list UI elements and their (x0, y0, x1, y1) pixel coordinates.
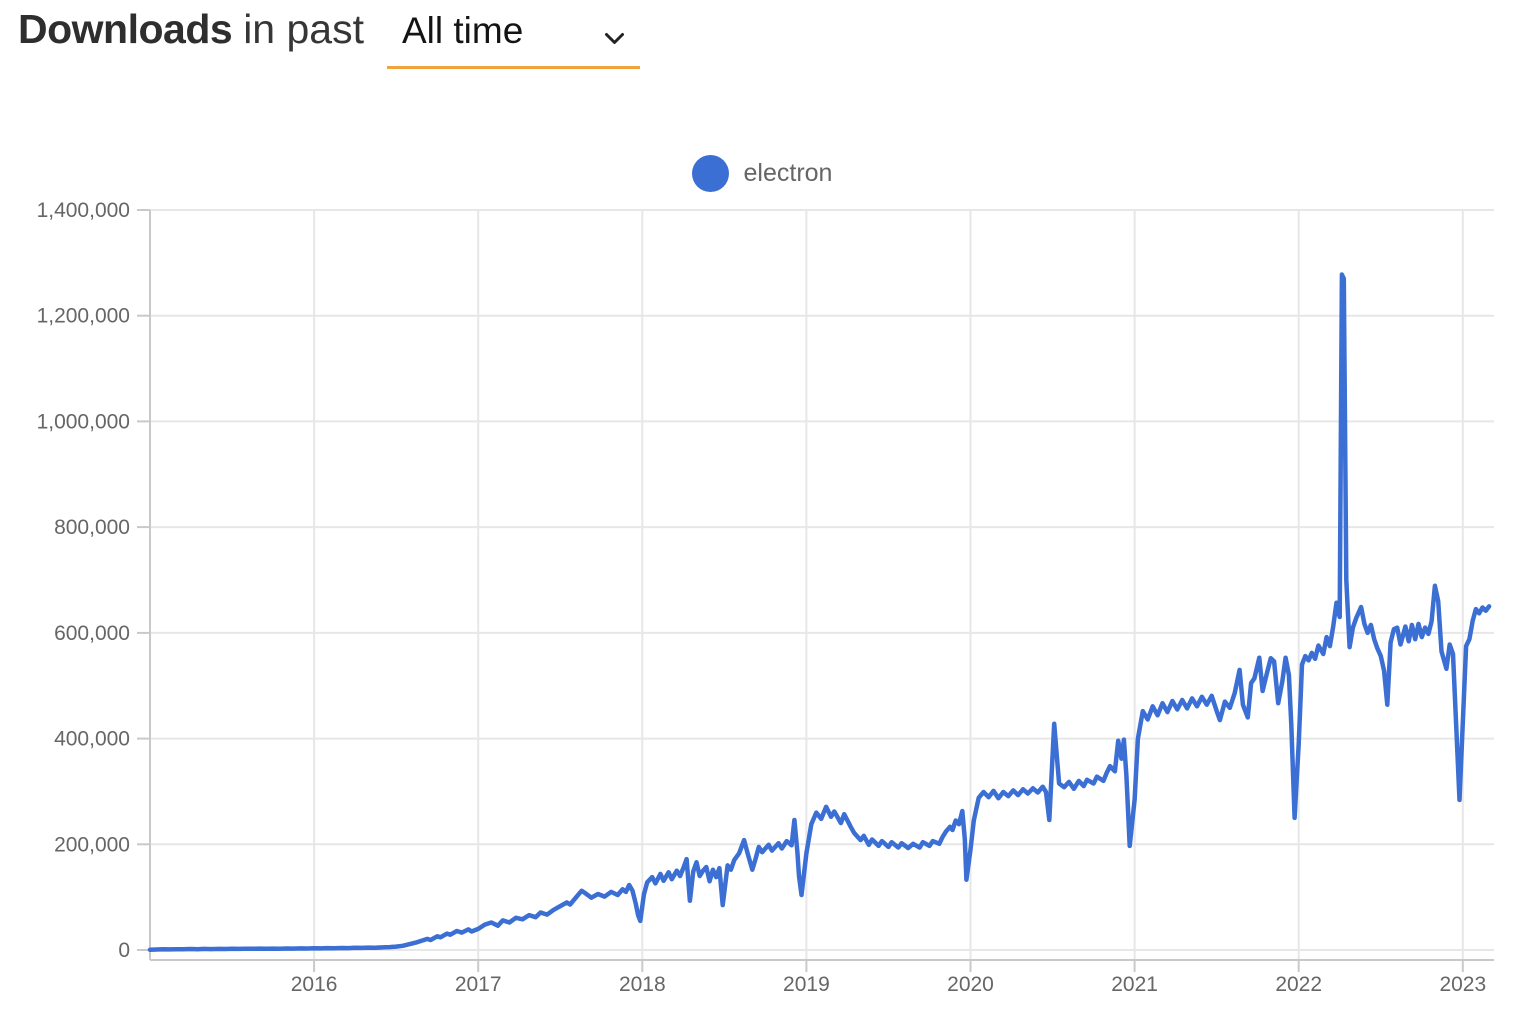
page-header: Downloads in past All time (18, 6, 640, 69)
x-axis-labels: 2016 2017 2018 2019 2020 2021 2022 2023 (291, 973, 1486, 996)
svg-text:2019: 2019 (783, 973, 830, 996)
legend-label: electron (743, 159, 833, 187)
svg-text:800,000: 800,000 (54, 516, 130, 539)
svg-text:0: 0 (118, 939, 130, 962)
page-title-suffix: in past (243, 6, 364, 52)
svg-text:400,000: 400,000 (54, 728, 130, 751)
svg-text:1,000,000: 1,000,000 (37, 410, 130, 433)
time-range-value: All time (402, 10, 524, 51)
gridlines (150, 209, 1494, 960)
axes (137, 209, 1494, 972)
svg-text:2022: 2022 (1275, 973, 1322, 996)
svg-text:200,000: 200,000 (54, 833, 130, 856)
svg-text:1,400,000: 1,400,000 (37, 199, 130, 222)
time-range-select[interactable]: All time (387, 10, 640, 69)
legend-dot-icon (691, 155, 729, 192)
svg-text:2021: 2021 (1111, 973, 1158, 996)
y-axis-labels: 0 200,000 400,000 600,000 800,000 1,000,000 1,… (37, 199, 130, 962)
svg-text:2016: 2016 (291, 973, 338, 996)
series-line-electron (147, 272, 1492, 953)
svg-text:2023: 2023 (1439, 973, 1486, 996)
chevron-down-icon (605, 32, 624, 44)
chart-legend: electron (0, 155, 1524, 192)
svg-text:1,200,000: 1,200,000 (37, 305, 130, 328)
page-title: Downloads (18, 6, 233, 52)
svg-text:2017: 2017 (455, 973, 502, 996)
svg-text:600,000: 600,000 (54, 622, 130, 645)
legend-item-electron[interactable]: electron (691, 155, 833, 192)
svg-text:2018: 2018 (619, 973, 666, 996)
svg-text:2020: 2020 (947, 973, 994, 996)
